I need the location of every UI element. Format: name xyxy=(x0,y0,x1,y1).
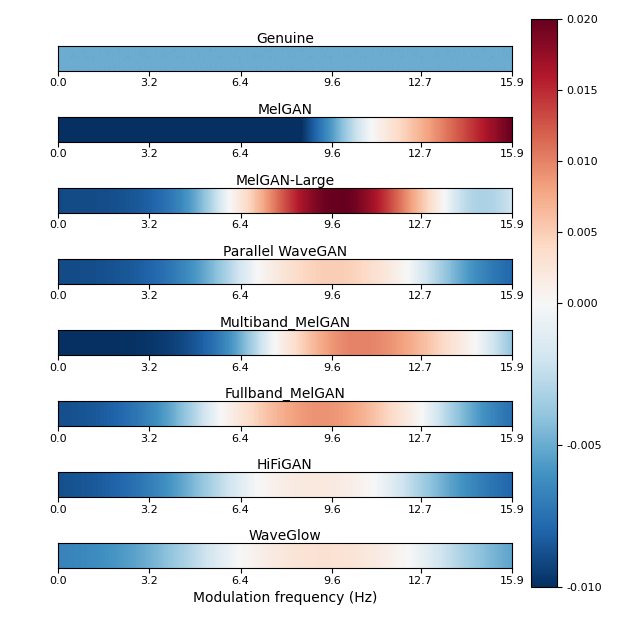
Title: HiFiGAN: HiFiGAN xyxy=(257,458,313,472)
Title: Fullband_MelGAN: Fullband_MelGAN xyxy=(225,387,345,401)
Title: MelGAN: MelGAN xyxy=(257,103,312,117)
Title: Multiband_MelGAN: Multiband_MelGAN xyxy=(220,316,350,330)
Title: Genuine: Genuine xyxy=(256,32,314,46)
Title: WaveGlow: WaveGlow xyxy=(248,529,321,543)
X-axis label: Modulation frequency (Hz): Modulation frequency (Hz) xyxy=(193,591,377,605)
Title: Parallel WaveGAN: Parallel WaveGAN xyxy=(223,245,347,259)
Title: MelGAN-Large: MelGAN-Large xyxy=(236,174,334,188)
